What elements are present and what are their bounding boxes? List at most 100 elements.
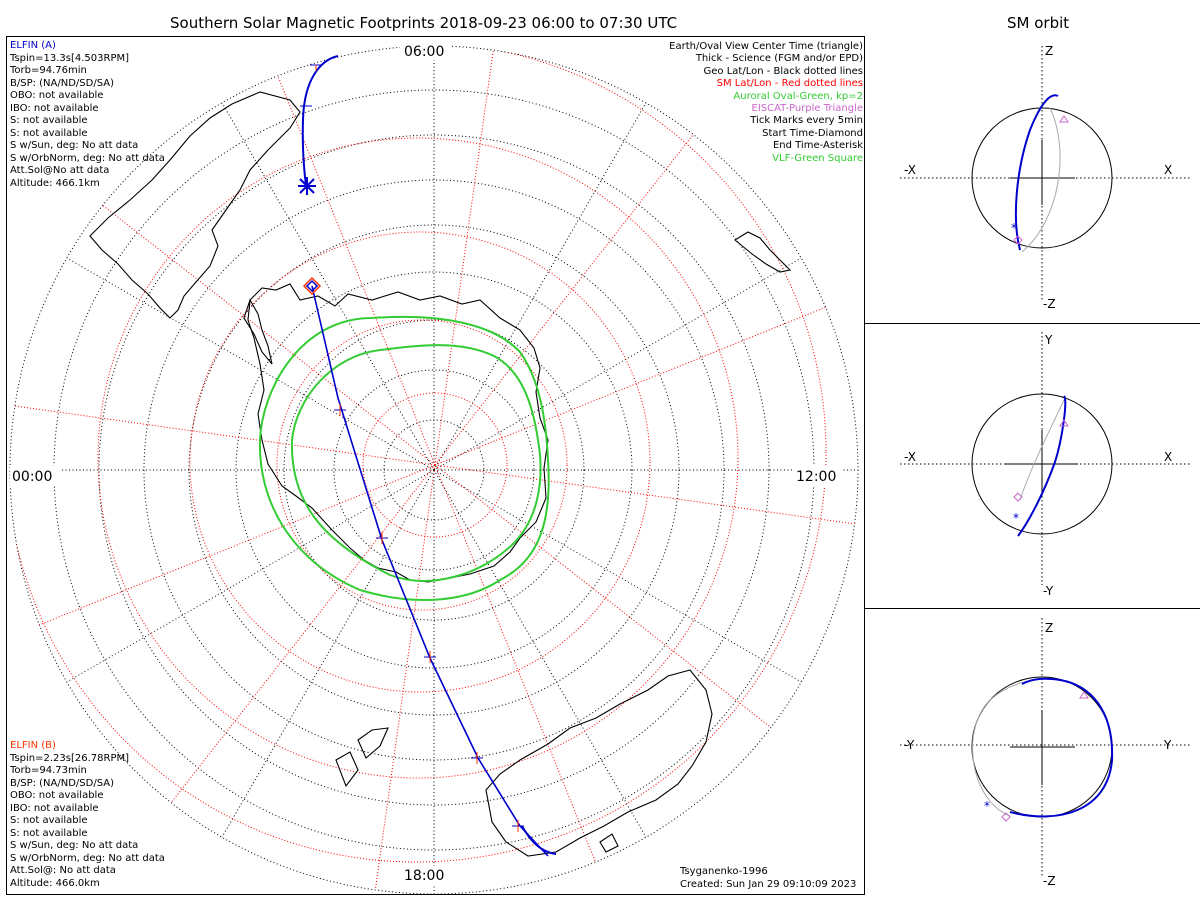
map-frame — [6, 36, 865, 895]
track-ticks — [300, 64, 524, 827]
panel2-right-label: X — [1164, 450, 1173, 464]
sm-meridian — [269, 56, 436, 466]
panel2-bottom-label: -Y — [1043, 584, 1054, 598]
geo-meridian — [433, 97, 650, 471]
panel3-right-label: Y — [1164, 738, 1172, 752]
elfin-a-line: IBO: not available — [10, 102, 99, 114]
legend-entry: End Time-Asterisk — [772, 140, 863, 152]
orbit-ghost-xy — [1019, 397, 1066, 501]
elfin-a-name: ELFIN (A) — [10, 40, 56, 51]
sm-meridian — [434, 117, 707, 466]
elfin-a-line: S w/OrbNorm, deg: No att data — [10, 152, 165, 164]
svg-text:*: * — [984, 799, 990, 813]
auroral-oval — [258, 315, 550, 602]
time-label-left: 00:00 — [12, 469, 53, 485]
elfin-b-line: OBO: not available — [10, 790, 104, 801]
geo-meridian — [433, 469, 807, 686]
sm-meridian — [434, 46, 497, 466]
panel3-top-label: Z — [1045, 621, 1054, 635]
elfin-a-line: B/SP: (NA/ND/SD/SA) — [10, 77, 114, 89]
orbit-ghost-xz — [1021, 107, 1061, 253]
new-zealand-south — [335, 751, 359, 788]
orbit-path-xy — [1017, 395, 1067, 537]
sm-meridian — [87, 193, 436, 466]
geo-meridian — [433, 469, 650, 843]
geo-meridian — [433, 254, 807, 471]
geo-meridian — [61, 254, 435, 471]
sm-meridian — [434, 464, 601, 874]
elfin-b-line: S: not available — [10, 815, 88, 826]
elfin-b-line: S w/OrbNorm, deg: No att data — [10, 852, 165, 864]
legend-entry: VLF-Green Square — [772, 152, 863, 164]
geo-meridian — [218, 97, 435, 471]
time-label-top: 06:00 — [404, 44, 445, 60]
south-america-coast — [89, 91, 301, 319]
tasmania-coast — [599, 833, 619, 853]
orbit-title: SM orbit — [1007, 14, 1070, 32]
elfin-a-line: Torb=94.76min — [10, 65, 87, 76]
elfin-a-track-end — [521, 825, 557, 855]
elfin-a-line: S: not available — [10, 127, 88, 139]
time-label-right: 12:00 — [796, 469, 837, 485]
geo-meridian — [218, 469, 435, 843]
panel1-left-label: -X — [904, 163, 916, 177]
legend-entry: Thick - Science (FGM and/or EPD) — [695, 53, 863, 65]
orbit-panel-yz: * — [900, 618, 1190, 876]
elfin-b-line: Tspin=2.23s[26.78RPM] — [10, 752, 130, 764]
orbit-panel-xy: * — [900, 332, 1190, 585]
elfin-a-track — [301, 55, 339, 187]
elfin-a-line: OBO: not available — [10, 90, 104, 101]
sm-meridian — [26, 464, 436, 631]
model-label: Tsyganenko-1996 — [680, 866, 768, 877]
elfin-a-info: ELFIN (A) Tspin=13.3s[4.503RPM] Torb=94.… — [10, 40, 165, 190]
sm-lat-grid — [10, 46, 827, 863]
elfin-b-line: Torb=94.73min — [10, 765, 87, 776]
legend-entry: Tick Marks every 5min — [750, 115, 863, 127]
legend: Earth/Oval View Center Time (triangle) Th… — [669, 41, 863, 165]
elfin-b-line: S: not available — [10, 827, 88, 839]
elfin-a-line: S: not available — [10, 115, 88, 126]
svg-text:*: * — [1013, 511, 1019, 525]
elfin-b-line: B/SP: (NA/ND/SD/SA) — [10, 777, 114, 789]
africa-coast — [734, 231, 792, 273]
sm-meridian — [434, 464, 783, 737]
antarctica-coast — [247, 283, 549, 583]
auroral-oval-inner — [290, 344, 542, 582]
panel3-bottom-label: -Z — [1043, 874, 1056, 888]
coastlines — [89, 91, 792, 857]
panel2-top-label: Y — [1045, 333, 1053, 347]
legend-entry: Earth/Oval View Center Time (triangle) — [669, 41, 863, 52]
geo-meridian — [61, 469, 435, 686]
elfin-a-line: Att.Sol@No att data — [10, 165, 110, 176]
panel3-left-label: -Y — [904, 738, 915, 752]
orbit-path-xz — [1014, 94, 1059, 251]
australia-coast — [485, 669, 713, 857]
sm-meridian — [434, 464, 858, 527]
footer: Tsyganenko-1996 Created: Sun Jan 29 09:1… — [680, 866, 856, 891]
footprint-track — [298, 55, 557, 857]
legend-entry: EISCAT-Purple Triangle — [751, 103, 864, 115]
panel1-top-label: Z — [1045, 44, 1054, 58]
elfin-b-line: IBO: not available — [10, 802, 99, 814]
legend-entry: SM Lat/Lon - Red dotted lines — [716, 78, 863, 90]
time-label-bottom: 18:00 — [404, 868, 445, 884]
sm-lon-grid — [10, 46, 858, 894]
elfin-a-line: S w/Sun, deg: No att data — [10, 140, 139, 151]
elfin-b-line: Att.Sol@: No att data — [10, 865, 116, 876]
end-time-asterisk — [298, 177, 316, 195]
orbit-panel-xz: * — [900, 46, 1190, 300]
elfin-b-info: ELFIN (B) Tspin=2.23s[26.78RPM] Torb=94.… — [10, 740, 165, 890]
sm-meridian — [10, 403, 436, 466]
elfin-b-line: S w/Sun, deg: No att data — [10, 840, 139, 851]
start-time-diamond — [302, 276, 322, 296]
auroral-oval-outer — [258, 315, 550, 602]
sm-meridian — [373, 464, 436, 894]
elfin-b-name: ELFIN (B) — [10, 740, 56, 751]
sm-meridian — [163, 464, 436, 813]
plot-title: Southern Solar Magnetic Footprints 2018-… — [170, 14, 678, 32]
new-zealand-coast — [357, 727, 389, 759]
elfin-b-line: Altitude: 466.0km — [10, 877, 100, 889]
elfin-a-line: Altitude: 466.1km — [10, 177, 100, 189]
elfin-a-line: Tspin=13.3s[4.503RPM] — [10, 52, 130, 64]
